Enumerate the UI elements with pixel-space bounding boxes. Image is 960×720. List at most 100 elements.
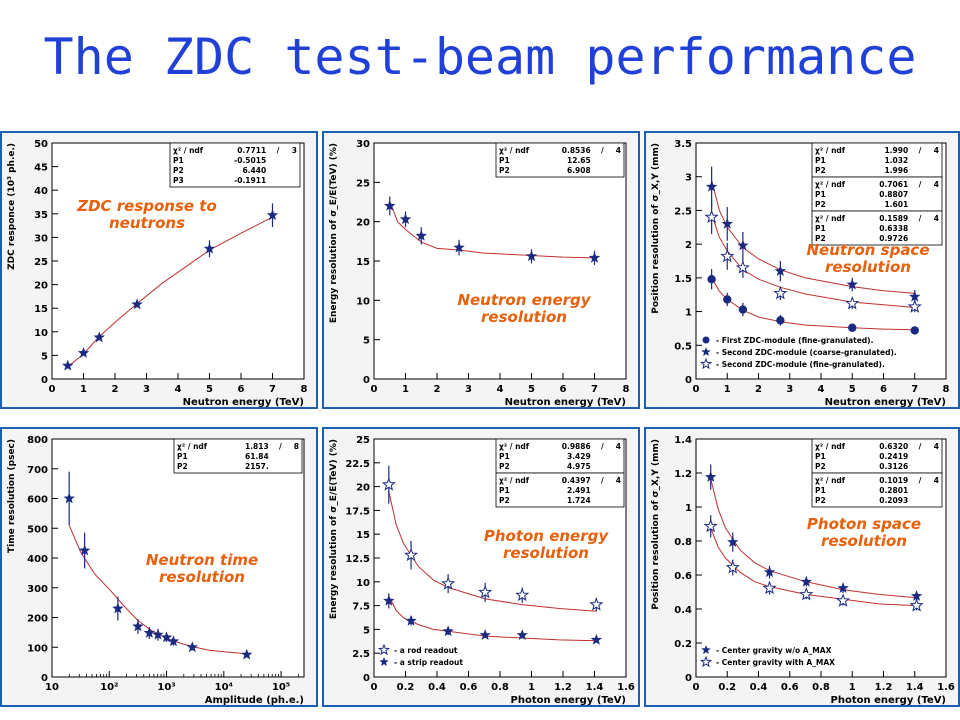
y-tick-label: 100: [27, 643, 48, 654]
x-tick-label: 10²: [100, 682, 118, 693]
y-tick-label: 50: [34, 139, 48, 150]
data-point: [848, 323, 857, 332]
x-tick-label: 0: [371, 384, 378, 395]
chart-annotation: resolution: [503, 544, 589, 562]
fit-ndf: 4: [934, 214, 939, 223]
x-tick-label: 10: [45, 682, 59, 693]
y-tick-label: 500: [27, 524, 48, 535]
fit-param-value: 6.440: [242, 166, 266, 175]
data-point: [762, 580, 777, 595]
y-tick-label: 0.4: [674, 605, 692, 616]
data-point: [723, 295, 732, 304]
data-point: [738, 305, 748, 314]
fit-box-frame: [811, 472, 943, 508]
x-tick-label: 0.6: [781, 682, 799, 693]
fit-curve: [67, 216, 273, 368]
fit-slash: /: [601, 442, 604, 451]
y-tick-label: 15: [356, 530, 370, 541]
fit-param-name: P1: [815, 486, 826, 495]
chart-panel-zdc-response: 0 5 10 15 20 25 30 35 40 45 50 0 1 2 3 4 5 6 7 8 Neutron ene…: [0, 131, 318, 409]
y-tick-label: 7.5: [352, 602, 370, 613]
y-axis-label: ZDC responce (10³ ph.e.): [7, 143, 17, 270]
fit-param-value: 1.601: [884, 200, 908, 209]
fit-slash: /: [919, 442, 922, 451]
fit-ndf: 4: [616, 476, 621, 485]
data-point: [167, 635, 180, 647]
x-tick-label: 6: [238, 384, 245, 395]
fit-stats-box: χ² / ndf 0.6320 / 4 P1 0.2419 P2 0.3126: [811, 438, 943, 474]
y-tick-label: 1: [685, 503, 692, 514]
y-tick-label: 0: [41, 375, 48, 386]
x-tick-label: 7: [269, 384, 276, 395]
chart-annotation: Neutron energy: [457, 291, 591, 309]
x-tick-label: 0.4: [750, 682, 768, 693]
y-tick-label: 400: [27, 554, 48, 565]
fit-param-name: χ² / ndf: [173, 146, 204, 155]
y-tick-label: 0: [685, 375, 692, 386]
data-point: [160, 631, 173, 643]
x-tick-label: 1.2: [875, 682, 893, 693]
data-point: [846, 278, 858, 290]
data-point: [909, 290, 921, 302]
fit-stats-box: χ² / ndf 0.7061 / 4 P1 0.8807 P2 1.601: [811, 176, 943, 212]
y-tick-label: 2.5: [674, 206, 692, 217]
plot-frame: [373, 142, 627, 380]
chart-annotation: Photon energy: [484, 527, 610, 545]
y-tick-label: 3.5: [674, 139, 692, 150]
fit-box-frame: [811, 142, 943, 178]
fit-param-name: χ² / ndf: [815, 214, 846, 223]
y-tick-label: 0: [363, 375, 370, 386]
y-tick-label: 10: [34, 328, 48, 339]
fit-param-value: 1.990: [884, 146, 908, 155]
fit-param-value: 0.8536: [562, 146, 591, 155]
fit-stats-box: χ² / ndf 0.1589 / 4 P1 0.6338 P2 0.9726: [811, 210, 943, 246]
chart-annotation: Photon space: [807, 515, 921, 533]
fit-param-value: 4.975: [567, 462, 591, 471]
data-point: [588, 251, 601, 263]
fit-param-name: P1: [499, 452, 510, 461]
x-tick-label: 1: [528, 682, 535, 693]
y-axis-label: Energy resolution of σ_E/E(TeV) (%): [329, 439, 339, 619]
x-tick-label: 4: [497, 384, 504, 395]
x-axis-label: Neutron energy (TeV): [505, 397, 626, 407]
x-axis-label: Neutron energy (TeV): [183, 397, 304, 407]
y-tick-label: 0: [363, 673, 370, 684]
fit-param-name: χ² / ndf: [499, 442, 530, 451]
fit-param-name: χ² / ndf: [815, 180, 846, 189]
legend-label: - a strip readout: [394, 658, 463, 667]
fit-param-name: P2: [173, 166, 184, 175]
fit-stats-box: χ² / ndf 0.1019 / 4 P1 0.2801 P2 0.2093: [811, 472, 943, 508]
y-tick-label: 0.2: [674, 639, 692, 650]
data-point: [93, 331, 105, 343]
data-point: [774, 265, 787, 276]
data-point: [478, 584, 493, 599]
x-tick-label: 1: [724, 384, 731, 395]
data-point: [405, 614, 417, 626]
fit-param-name: P2: [815, 166, 826, 175]
fit-box-frame: [495, 142, 625, 178]
data-point: [78, 544, 91, 556]
x-tick-label: 0.2: [718, 682, 736, 693]
y-tick-label: 35: [34, 210, 48, 221]
fit-param-value: 0.1589: [879, 214, 908, 223]
x-tick-label: 0: [371, 682, 378, 693]
data-point: [399, 213, 412, 225]
y-tick-label: 5: [363, 625, 370, 636]
fit-box-frame: [811, 438, 943, 474]
fit-param-value: 1.724: [567, 496, 591, 505]
x-tick-label: 8: [623, 384, 630, 395]
data-point: [186, 641, 199, 653]
x-tick-label: 7: [591, 384, 598, 395]
fit-param-value: 0.3126: [879, 462, 908, 471]
chart-svg: 0 0.5 1 1.5 2 2.5 3 3.5 0 1 2 3 4 5 6 7 8 Neutron energy …: [651, 139, 950, 407]
fit-param-value: 2157.: [245, 462, 269, 471]
data-point: [590, 633, 603, 645]
y-axis-label: Position resolution of σ_X,Y (mm): [651, 439, 661, 610]
fit-param-name: P2: [177, 462, 188, 471]
fit-box-frame: [811, 210, 943, 246]
y-tick-label: 200: [27, 614, 48, 625]
data-point: [720, 248, 735, 263]
y-tick-label: 10: [356, 578, 370, 589]
fit-slash: /: [277, 146, 280, 155]
fit-curve: [710, 478, 917, 599]
